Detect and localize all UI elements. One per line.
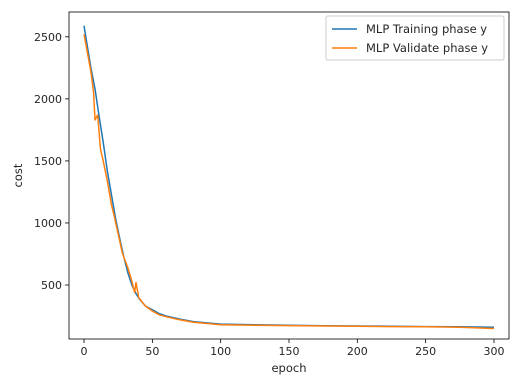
series-line-1: [83, 25, 495, 328]
y-tick-label: 500: [41, 279, 62, 292]
x-tick-label: 0: [81, 345, 88, 358]
x-tick-label: 300: [483, 345, 504, 358]
x-axis-label: epoch: [271, 361, 306, 375]
y-tick-label: 1000: [34, 217, 62, 230]
x-tick-label: 200: [347, 345, 368, 358]
x-tick-label: 50: [145, 345, 159, 358]
x-tick-label: 250: [415, 345, 436, 358]
y-tick-label: 1500: [34, 155, 62, 168]
legend-label: MLP Training phase y: [366, 22, 487, 36]
legend-label: MLP Validate phase y: [366, 41, 488, 55]
legend-box: [325, 15, 505, 61]
x-tick-label: 100: [210, 345, 231, 358]
x-tick-label: 150: [279, 345, 300, 358]
y-tick-label: 2000: [34, 93, 62, 106]
plot-lines: [83, 25, 495, 330]
series-line-2: [83, 34, 495, 330]
x-axis-ticks: 0 50 100 150 200 250 300: [81, 339, 504, 358]
y-axis-label: cost: [11, 163, 25, 187]
legend: MLP Training phase y MLP Validate phase y: [325, 15, 505, 61]
y-tick-label: 2500: [34, 31, 62, 44]
y-axis-ticks: 500 1000 1500 2000 2500: [34, 31, 69, 292]
